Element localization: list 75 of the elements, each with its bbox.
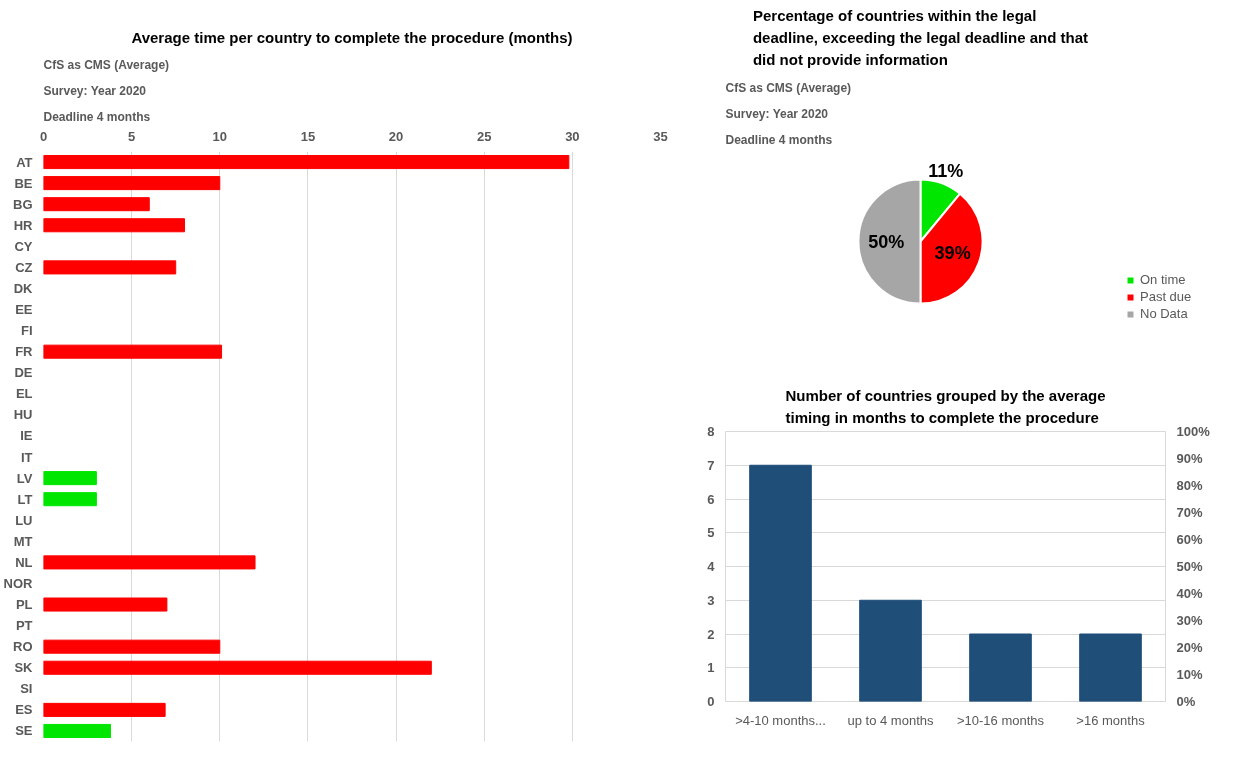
x-tick-label: 0 bbox=[39, 128, 48, 144]
x-tick-label: up to 4 months bbox=[847, 712, 934, 728]
y2-tick-label: 100% bbox=[1176, 424, 1211, 439]
y2-tick-label: 30% bbox=[1176, 613, 1203, 628]
x-tick-label: 35 bbox=[653, 128, 668, 144]
legend-label: Past due bbox=[1140, 289, 1192, 304]
x-tick-label: 30 bbox=[565, 128, 580, 144]
x-tick-label: 5 bbox=[128, 128, 136, 144]
x-tick-label: >16 months bbox=[1076, 712, 1146, 728]
y-tick-label: FR bbox=[15, 344, 34, 360]
legend-label: No Data bbox=[1140, 306, 1188, 321]
data-label: 50% bbox=[868, 231, 905, 252]
y-tick-label: 2 bbox=[707, 626, 715, 642]
y-tick-label: 0 bbox=[707, 694, 715, 709]
y2-tick-label: 60% bbox=[1176, 532, 1203, 547]
y-tick-label: BG bbox=[13, 196, 33, 212]
y2-tick-label: 90% bbox=[1176, 451, 1203, 466]
y-tick-label: AT bbox=[16, 154, 33, 170]
y-tick-label: 4 bbox=[707, 559, 716, 574]
x-tick-label: 15 bbox=[300, 128, 316, 144]
y-tick-label: 8 bbox=[707, 424, 715, 439]
y-tick-label: SI bbox=[20, 681, 33, 697]
y-tick-label: DE bbox=[14, 365, 33, 381]
y2-tick-label: 70% bbox=[1176, 505, 1203, 520]
y2-tick-label: 20% bbox=[1176, 640, 1203, 655]
text: Deadline 4 months bbox=[43, 109, 151, 124]
y2-tick-label: 40% bbox=[1176, 586, 1203, 601]
y-tick-label: NL bbox=[15, 554, 33, 570]
data-label: 11% bbox=[928, 161, 964, 182]
y-tick-label: LV bbox=[16, 470, 33, 486]
x-tick-label: >4-10 months... bbox=[735, 712, 826, 728]
y-tick-label: SK bbox=[14, 660, 34, 676]
text: CfS as CMS (Average) bbox=[725, 80, 852, 95]
chart-title: Percentage of countries within the legal deadline, exceeding the legal deadline and that did not provide information bbox=[752, 7, 1089, 69]
y-tick-label: PL bbox=[15, 597, 33, 613]
y-tick-label: FI bbox=[20, 323, 33, 339]
y-tick-label: 3 bbox=[707, 592, 715, 608]
y-tick-label: RO bbox=[13, 639, 33, 655]
x-tick-label: 20 bbox=[388, 128, 404, 144]
y-tick-label: MT bbox=[13, 533, 33, 549]
y2-tick-label: 10% bbox=[1176, 667, 1203, 682]
text: Deadline 4 months bbox=[725, 132, 833, 147]
chart-title: Number of countries grouped by the average timing in months to complete the procedure bbox=[785, 387, 1106, 427]
text: Survey: Year 2020 bbox=[43, 83, 147, 98]
y-tick-label: HR bbox=[13, 217, 34, 233]
y2-tick-label: 50% bbox=[1176, 559, 1203, 574]
y-tick-label: HU bbox=[13, 407, 33, 423]
y-tick-label: 6 bbox=[707, 491, 715, 507]
y-tick-label: EE bbox=[15, 302, 33, 318]
y2-tick-label: 80% bbox=[1176, 478, 1203, 493]
y-tick-label: ES bbox=[15, 702, 33, 718]
y-tick-label: 5 bbox=[707, 525, 715, 541]
y-tick-label: 1 bbox=[707, 660, 715, 676]
y-tick-label: 7 bbox=[707, 457, 715, 473]
legend-label: On time bbox=[1140, 272, 1186, 287]
x-tick-label: 25 bbox=[476, 128, 492, 144]
text: CfS as CMS (Average) bbox=[43, 57, 170, 72]
y-tick-label: PT bbox=[15, 618, 33, 634]
y-tick-label: LU bbox=[15, 512, 33, 528]
y-tick-label: DK bbox=[13, 280, 34, 296]
x-tick-label: >10-16 months bbox=[956, 712, 1045, 728]
y-tick-label: LT bbox=[17, 491, 33, 507]
y-tick-label: CY bbox=[14, 238, 33, 254]
x-tick-label: 10 bbox=[212, 128, 228, 144]
text: Survey: Year 2020 bbox=[725, 106, 829, 121]
chart-title: Average time per country to complete the procedure (months) bbox=[131, 28, 573, 46]
y2-tick-label: 0% bbox=[1176, 694, 1196, 709]
y-tick-label: CZ bbox=[15, 259, 33, 275]
y-tick-label: BE bbox=[14, 175, 33, 191]
data-label: 39% bbox=[934, 243, 971, 264]
y-tick-label: SE bbox=[15, 723, 33, 739]
y-tick-label: IT bbox=[20, 449, 33, 465]
y-tick-label: IE bbox=[20, 428, 33, 444]
y-tick-label: NOR bbox=[3, 575, 34, 591]
y-tick-label: EL bbox=[15, 386, 33, 402]
